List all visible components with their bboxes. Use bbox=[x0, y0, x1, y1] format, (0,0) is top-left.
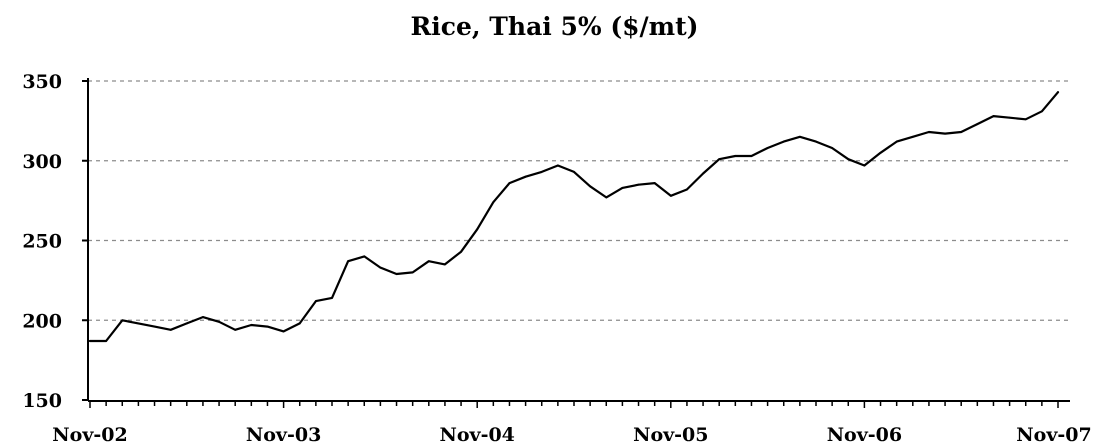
data-point bbox=[476, 228, 479, 231]
data-point bbox=[653, 182, 656, 184]
data-point bbox=[185, 322, 188, 325]
data-point bbox=[1008, 116, 1011, 119]
data-point bbox=[363, 255, 366, 258]
data-point bbox=[105, 340, 108, 342]
data-point bbox=[766, 147, 769, 149]
data-point bbox=[298, 322, 301, 325]
data-point bbox=[444, 263, 446, 266]
data-point bbox=[734, 155, 737, 157]
x-axis-ticks: Nov-02 Nov-03 Nov-04 Nov-05 Nov-06 Nov-07 bbox=[52, 401, 1092, 445]
data-point bbox=[411, 271, 414, 274]
data-point bbox=[1040, 110, 1043, 113]
data-point bbox=[1057, 91, 1059, 94]
chart-title: Rice, Thai 5% ($/mt) bbox=[410, 12, 699, 41]
series-line bbox=[88, 91, 1060, 343]
data-point bbox=[89, 340, 91, 342]
data-point bbox=[169, 328, 172, 331]
data-point bbox=[282, 330, 285, 333]
data-point bbox=[621, 186, 624, 189]
data-point bbox=[573, 171, 575, 173]
data-point bbox=[331, 297, 333, 299]
data-point bbox=[960, 131, 963, 133]
data-point bbox=[266, 325, 269, 328]
x-tick-label: Nov-07 bbox=[1016, 424, 1091, 445]
data-point bbox=[556, 164, 559, 167]
data-point bbox=[347, 260, 350, 263]
y-tick-label: 300 bbox=[22, 151, 62, 173]
data-point bbox=[798, 135, 801, 138]
data-point bbox=[218, 320, 220, 323]
data-point bbox=[153, 325, 156, 328]
data-point bbox=[637, 183, 640, 186]
data-point bbox=[702, 172, 704, 175]
data-point bbox=[911, 135, 914, 138]
data-point bbox=[395, 273, 398, 275]
data-point bbox=[202, 316, 204, 318]
data-point bbox=[879, 151, 882, 154]
data-point bbox=[589, 185, 592, 188]
x-tick-label: Nov-04 bbox=[439, 424, 514, 445]
data-point bbox=[895, 140, 898, 143]
y-tick-label: 150 bbox=[22, 390, 62, 412]
data-point bbox=[782, 140, 785, 143]
data-point bbox=[669, 194, 672, 197]
data-point bbox=[863, 164, 866, 167]
data-point bbox=[379, 266, 382, 269]
y-tick-label: 350 bbox=[22, 71, 62, 93]
x-tick-label: Nov-05 bbox=[633, 424, 708, 445]
data-point bbox=[427, 260, 430, 263]
data-point bbox=[508, 182, 511, 184]
data-point bbox=[492, 201, 495, 204]
data-point bbox=[686, 188, 688, 191]
data-point bbox=[831, 147, 834, 149]
data-point bbox=[121, 319, 124, 322]
gridlines bbox=[88, 80, 1070, 321]
data-point bbox=[605, 196, 608, 199]
data-point bbox=[750, 155, 753, 157]
x-tick-label: Nov-03 bbox=[246, 424, 321, 445]
data-point bbox=[976, 123, 979, 125]
y-tick-label: 250 bbox=[22, 231, 62, 253]
x-tick-label: Nov-06 bbox=[827, 424, 902, 445]
data-point bbox=[718, 158, 721, 161]
data-point bbox=[992, 115, 995, 117]
data-point bbox=[234, 328, 237, 331]
data-point bbox=[540, 171, 543, 173]
y-axis-ticks: 150 200 250 300 350 bbox=[22, 71, 88, 412]
data-point bbox=[815, 140, 817, 143]
data-point bbox=[1024, 118, 1027, 121]
y-tick-label: 200 bbox=[22, 310, 62, 332]
x-tick-label: Nov-02 bbox=[52, 424, 127, 445]
data-point bbox=[250, 324, 253, 326]
series-group bbox=[88, 91, 1060, 343]
data-point bbox=[524, 175, 527, 178]
data-point bbox=[847, 158, 850, 161]
axes bbox=[87, 78, 1070, 402]
data-point bbox=[944, 132, 946, 135]
data-point bbox=[137, 322, 140, 325]
data-point bbox=[928, 131, 930, 133]
data-point bbox=[460, 250, 462, 253]
data-point bbox=[314, 300, 317, 303]
